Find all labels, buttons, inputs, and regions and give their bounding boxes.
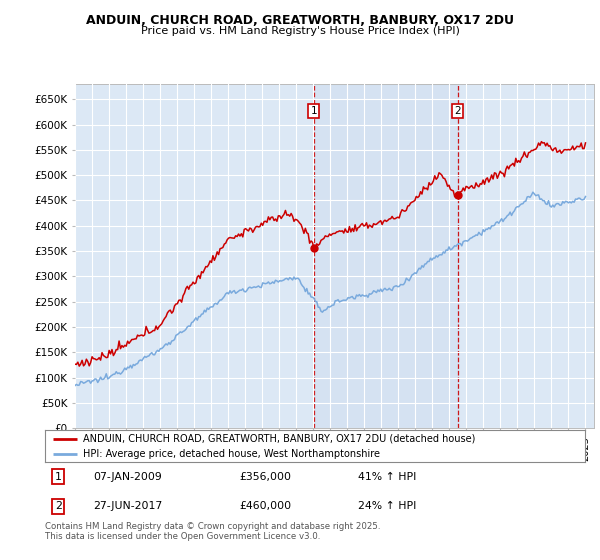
Text: £460,000: £460,000: [239, 501, 292, 511]
Text: 27-JUN-2017: 27-JUN-2017: [94, 501, 163, 511]
Text: 1: 1: [310, 106, 317, 116]
Text: 24% ↑ HPI: 24% ↑ HPI: [358, 501, 416, 511]
Text: 2: 2: [55, 501, 62, 511]
Text: Price paid vs. HM Land Registry's House Price Index (HPI): Price paid vs. HM Land Registry's House …: [140, 26, 460, 36]
Bar: [314, 84, 458, 428]
Text: £356,000: £356,000: [239, 472, 292, 482]
Text: HPI: Average price, detached house, West Northamptonshire: HPI: Average price, detached house, West…: [83, 449, 380, 459]
Text: 1: 1: [55, 472, 62, 482]
Text: ANDUIN, CHURCH ROAD, GREATWORTH, BANBURY, OX17 2DU: ANDUIN, CHURCH ROAD, GREATWORTH, BANBURY…: [86, 14, 514, 27]
Text: 07-JAN-2009: 07-JAN-2009: [94, 472, 163, 482]
Text: ANDUIN, CHURCH ROAD, GREATWORTH, BANBURY, OX17 2DU (detached house): ANDUIN, CHURCH ROAD, GREATWORTH, BANBURY…: [83, 433, 475, 444]
Text: 2: 2: [455, 106, 461, 116]
Text: Contains HM Land Registry data © Crown copyright and database right 2025.
This d: Contains HM Land Registry data © Crown c…: [45, 522, 380, 542]
Text: 41% ↑ HPI: 41% ↑ HPI: [358, 472, 416, 482]
